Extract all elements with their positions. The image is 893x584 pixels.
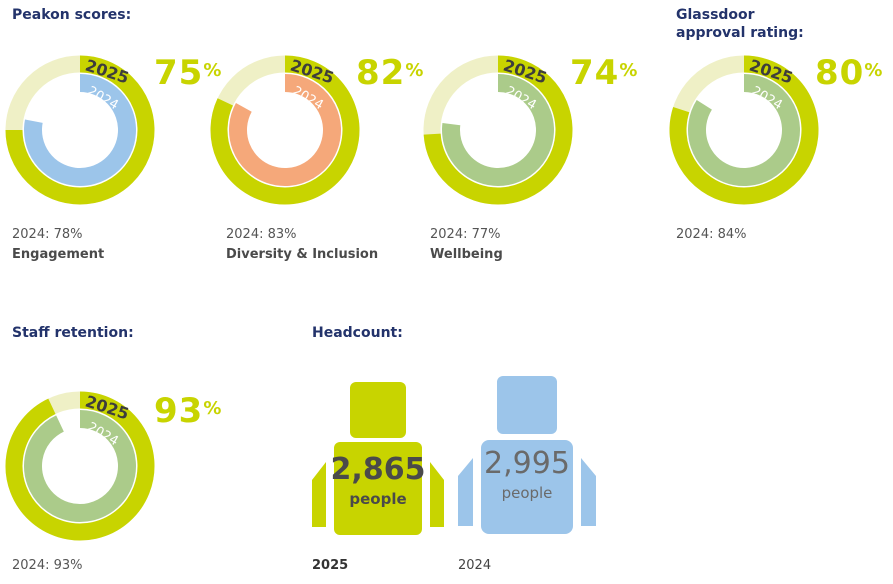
person-left-arm [458, 458, 473, 526]
ring-2025-arc [5, 391, 155, 541]
headcount-2025-figure: 2,865 people [312, 382, 444, 537]
peakon-heading: Peakon scores: [12, 7, 132, 23]
ring-2024-arc [229, 74, 341, 186]
glassdoor-percent: 80% [815, 56, 883, 90]
headcount-2024-year: 2024 [458, 558, 492, 573]
engagement-label: Engagement [12, 247, 105, 262]
diversity-prev: 2024: 83% [226, 227, 297, 242]
person-head [350, 382, 406, 438]
engagement-donut: 2025 2024 [0, 50, 160, 210]
headcount-2024-person-icon [458, 376, 596, 534]
percent-sign: % [405, 60, 425, 81]
retention-percent: 93% [154, 394, 222, 428]
person-body [334, 442, 422, 535]
percent-sign: % [619, 60, 639, 81]
wellbeing-percent: 74% [570, 56, 638, 90]
person-head [497, 376, 557, 434]
diversity-percent-value: 82 [356, 53, 406, 93]
ring-2024-arc [688, 74, 800, 186]
glassdoor-donut: 2025 2024 [664, 50, 824, 210]
percent-sign: % [203, 60, 223, 81]
wellbeing-donut: 2025 2024 [418, 50, 578, 210]
ring-2025-arc [669, 55, 819, 205]
headcount-2025-year: 2025 [312, 558, 349, 573]
percent-sign: % [203, 398, 223, 419]
headcount-2025-number: 2,865 [330, 452, 426, 487]
wellbeing-percent-value: 74 [570, 53, 620, 93]
person-body [481, 440, 573, 534]
headcount-2024-figure: 2,995 people [458, 376, 596, 536]
headcount-2025-person-icon [312, 382, 444, 535]
wellbeing-label: Wellbeing [430, 247, 503, 262]
engagement-prev: 2024: 78% [12, 227, 83, 242]
ring-2025-arc [210, 55, 360, 205]
ring-2025-arc [423, 55, 573, 205]
ring-2025-arc [5, 55, 155, 205]
engagement-percent-value: 75 [154, 53, 204, 93]
wellbeing-prev: 2024: 77% [430, 227, 501, 242]
diversity-percent: 82% [356, 56, 424, 90]
retention-percent-value: 93 [154, 391, 204, 431]
diversity-donut: 2025 2024 [205, 50, 365, 210]
retention-donut: 2025 2024 [0, 386, 160, 546]
glassdoor-prev: 2024: 84% [676, 227, 747, 242]
ring-2024-arc [442, 74, 554, 186]
person-right-arm [430, 462, 444, 527]
headcount-2025-unit: people [349, 490, 407, 508]
glassdoor-heading: Glassdoor approval rating: [676, 6, 804, 42]
headcount-2024-number: 2,995 [484, 446, 570, 481]
ring-2024-arc [24, 74, 136, 186]
retention-prev: 2024: 93% [12, 558, 83, 573]
glassdoor-percent-value: 80 [815, 53, 865, 93]
ring-2024-arc [24, 410, 136, 522]
retention-heading: Staff retention: [12, 325, 134, 341]
person-left-arm [312, 462, 326, 527]
person-right-arm [581, 458, 596, 526]
glassdoor-heading-line2: approval rating: [676, 25, 804, 41]
glassdoor-heading-line1: Glassdoor [676, 7, 755, 23]
headcount-2024-unit: people [501, 484, 553, 502]
headcount-heading: Headcount: [312, 325, 403, 341]
diversity-label: Diversity & Inclusion [226, 247, 379, 262]
engagement-percent: 75% [154, 56, 222, 90]
percent-sign: % [864, 60, 884, 81]
